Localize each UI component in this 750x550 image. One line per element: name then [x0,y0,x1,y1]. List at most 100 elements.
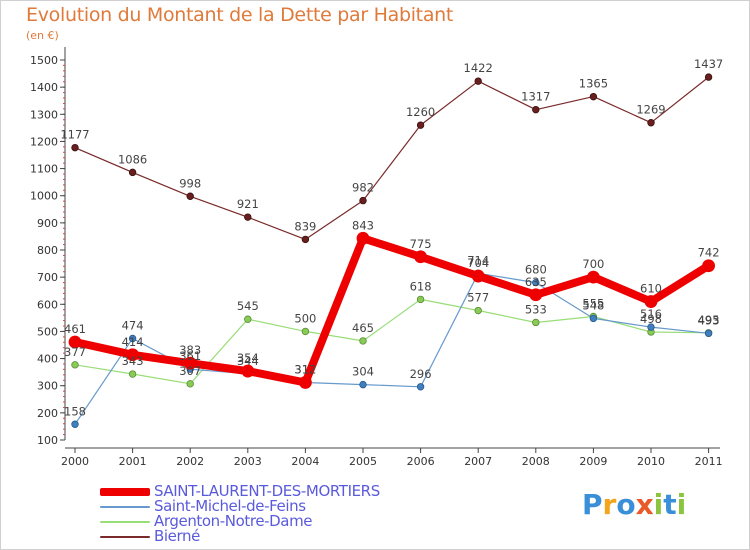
x-tick-label: 2003 [234,455,262,468]
data-point [244,315,252,323]
legend-swatch [100,488,150,496]
legend-label: Bierné [154,527,200,545]
legend-item: SAINT-LAURENT-DES-MORTIERS [100,482,500,500]
data-label: 775 [410,237,432,251]
data-label: 343 [122,354,144,368]
chart-title: Evolution du Montant de la Dette par Hab… [26,4,454,26]
series-lines [74,76,711,425]
x-tick-label: 2007 [464,455,492,468]
data-label: 1437 [694,57,723,71]
data-point [301,327,310,336]
data-point [128,370,137,378]
data-point [474,306,482,315]
y-tick-label: 600 [37,298,58,311]
y-tick-label: 1100 [30,163,58,176]
y-tick-label: 500 [37,325,58,338]
data-label: 354 [237,351,259,365]
legend-swatch [100,506,150,508]
data-label: 618 [410,279,432,293]
y-tick-label: 1300 [30,108,58,121]
data-point [589,314,598,323]
data-point [359,196,367,205]
data-point [532,105,540,114]
y-tick-label: 200 [37,407,58,420]
data-label: 158 [64,404,86,418]
data-label: 1086 [118,152,147,166]
data-point [647,323,655,331]
y-tick-label: 1400 [30,81,58,94]
data-label: 1422 [464,61,493,75]
data-point [529,288,543,302]
data-label: 1365 [579,77,608,91]
legend-item: Saint-Michel-de-Feins [100,497,500,515]
legend-item: Argenton-Notre-Dame [100,512,500,530]
logo-letter: P [582,488,603,521]
axes: 1002003004005006007008009001000110012001… [30,47,723,468]
data-label: 1317 [521,90,550,104]
data-label: 1269 [636,103,665,117]
data-point [414,250,428,264]
data-label: 700 [582,257,604,271]
data-point [128,168,137,177]
legend-swatch [100,536,150,538]
x-tick-label: 2002 [176,455,204,468]
logo-letter: x [635,488,654,521]
data-label: 714 [467,253,489,267]
data-label: 344 [237,354,259,368]
series-line-3 [74,76,709,240]
data-label: 414 [122,335,144,349]
y-tick-label: 800 [37,244,58,257]
data-label: 377 [64,345,86,359]
data-point [241,364,255,378]
legend-label: Argenton-Notre-Dame [154,512,313,530]
data-label: 493 [698,313,720,327]
data-label: 498 [640,312,662,326]
y-tick-label: 900 [37,217,58,230]
y-tick-label: 700 [37,271,58,284]
series-line-2 [74,298,709,385]
y-tick-label: 300 [37,380,58,393]
data-point [71,143,79,152]
x-tick-label: 2005 [349,455,377,468]
data-point [471,269,485,283]
data-point [301,235,310,244]
data-point [186,380,194,388]
data-point [416,121,425,129]
data-label: 680 [525,263,547,277]
data-label: 548 [582,298,604,312]
data-label: 312 [294,362,316,376]
legend-label: SAINT-LAURENT-DES-MORTIERS [154,482,380,500]
data-point [589,92,598,101]
data-label: 495 [698,313,720,327]
logo-letter: i [653,488,664,521]
data-label: 635 [525,275,547,289]
data-point [356,231,370,245]
data-point [416,295,425,304]
data-label: 839 [294,219,316,233]
data-point [647,118,655,127]
data-label: 704 [467,256,489,270]
data-label: 516 [640,307,662,321]
data-label: 304 [352,365,374,379]
data-label: 545 [237,299,259,313]
y-tick-label: 1000 [30,190,58,203]
data-label: 742 [698,246,720,260]
data-point [186,192,194,200]
data-point [704,73,713,81]
data-labels: 1177 1086 998 921 839 982 1260 1422 1317 1365 1269… [60,57,723,418]
data-point [416,383,425,391]
data-label: 474 [122,318,144,332]
data-point [532,278,540,287]
data-point [532,318,540,327]
y-tick-label: 400 [37,353,58,366]
logo-letter: o [616,488,636,521]
data-point [126,348,140,362]
data-point [644,295,658,308]
x-tick-label: 2006 [407,455,435,468]
data-label: 843 [352,218,374,232]
data-point [359,380,367,389]
chart-subtitle: (en €) [26,29,59,42]
data-label: 307 [179,364,201,378]
data-label: 461 [64,322,86,336]
